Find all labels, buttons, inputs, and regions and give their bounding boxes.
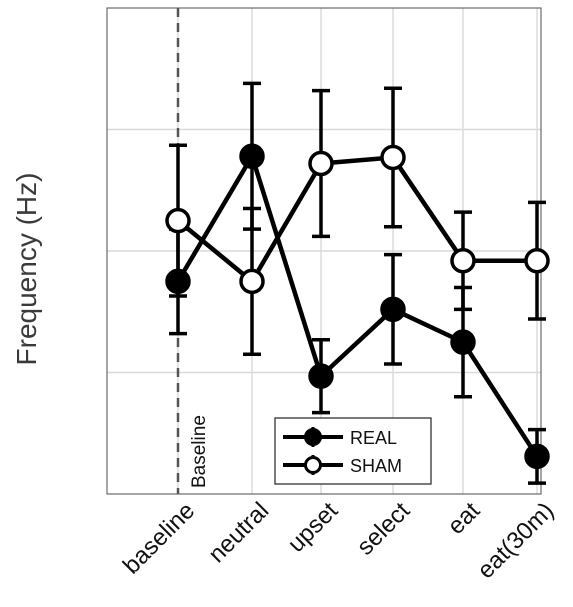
point-real-select xyxy=(380,296,406,323)
legend-label-real: REAL xyxy=(350,428,397,448)
point-real-upset xyxy=(308,363,334,389)
point-real-neutral xyxy=(239,143,265,169)
legend-items: REAL SHAM xyxy=(283,427,402,476)
series-line-sham xyxy=(176,155,537,284)
point-sham-neutral xyxy=(239,268,265,295)
x-tick-label-eat: eat xyxy=(443,497,486,540)
point-sham-eat xyxy=(450,247,476,274)
series-sham xyxy=(165,86,550,357)
baseline-annotation: Baseline xyxy=(189,415,210,488)
legend-item-real: REAL xyxy=(283,427,397,448)
x-tick-label-upset: upset xyxy=(283,497,344,558)
x-tick-label-baseline: baseline xyxy=(118,497,200,579)
legend-item-sham: SHAM xyxy=(283,455,402,476)
series-layer xyxy=(165,81,550,485)
point-sham-baseline xyxy=(165,207,191,234)
series-line-real xyxy=(176,153,539,458)
legend-label-sham: SHAM xyxy=(350,456,402,476)
x-tick-label-eat30m: eat(30m) xyxy=(472,497,559,584)
legend: REAL SHAM xyxy=(274,417,432,485)
y-axis-label: Frequency (Hz) xyxy=(11,173,42,366)
point-sham-eat30m xyxy=(524,247,550,274)
point-sham-select xyxy=(380,144,406,171)
x-tick-label-select: select xyxy=(352,497,416,561)
point-real-eat xyxy=(450,329,476,355)
legend-marker-sham xyxy=(304,456,322,474)
point-real-eat30m xyxy=(524,443,550,470)
legend-box xyxy=(274,417,432,485)
x-tick-label-neutral: neutral xyxy=(203,497,274,568)
point-sham-upset xyxy=(308,150,334,177)
legend-marker-real xyxy=(304,428,322,446)
